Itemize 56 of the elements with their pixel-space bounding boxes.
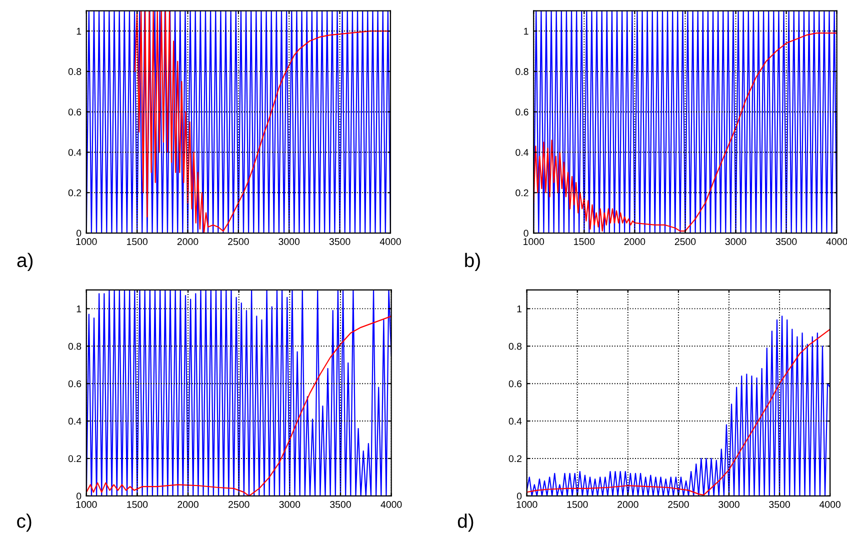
y-tick-label: 0.4 — [68, 148, 82, 156]
y-tick-label: 0.8 — [516, 68, 528, 76]
y-tick-label: 0.6 — [68, 108, 82, 116]
y-tick-label: 0.6 — [508, 380, 522, 388]
x-tick-label: 2500 — [228, 238, 249, 246]
x-tick-label: 3000 — [718, 501, 740, 508]
x-tick-label: 3500 — [329, 238, 350, 246]
text: b) — [465, 252, 480, 271]
y-tick-label: 0 — [76, 492, 82, 500]
y-tick-label: 0.4 — [516, 148, 528, 156]
y-tick-label: 0.4 — [508, 418, 522, 425]
x-tick-label: 3000 — [725, 238, 746, 246]
x-tick-label: 3500 — [769, 501, 790, 508]
y-tick-label: 0.2 — [508, 455, 522, 462]
y-tick-label: 0.2 — [516, 189, 528, 196]
y-tick-label: 0.8 — [68, 342, 82, 350]
x-tick-label: 2000 — [618, 501, 638, 508]
x-tick-label: 3500 — [776, 238, 797, 246]
text: c) — [17, 514, 32, 532]
y-tick-label: 0.2 — [68, 189, 82, 196]
x-tick-label: 2500 — [668, 501, 689, 508]
x-tick-label: 4000 — [826, 238, 847, 246]
x-tick-label: 1500 — [127, 238, 148, 246]
y-tick-label: 1 — [517, 306, 522, 312]
x-tick-label: 4000 — [380, 238, 401, 246]
y-tick-label: 0.6 — [68, 380, 82, 388]
x-tick-label: 1000 — [516, 501, 538, 508]
y-tick-label: 0 — [516, 492, 522, 500]
y-tick-label: 0.8 — [508, 342, 522, 350]
y-tick-label: 1 — [76, 28, 82, 35]
y-tick-label: 0 — [524, 230, 528, 237]
y-tick-label: 1 — [524, 28, 528, 35]
x-tick-label: 2000 — [177, 238, 198, 246]
y-tick-label: 0.8 — [68, 68, 82, 76]
x-tick-label: 1000 — [524, 238, 544, 246]
y-tick-label: 0.6 — [516, 108, 528, 116]
x-tick-label: 2500 — [674, 238, 696, 246]
y-tick-label: 0.4 — [68, 418, 82, 425]
x-tick-label: 1000 — [76, 501, 97, 508]
x-tick-label: 1500 — [127, 501, 148, 508]
x-tick-label: 1000 — [76, 238, 97, 246]
x-tick-label: 3500 — [330, 501, 351, 508]
x-tick-label: 1500 — [574, 238, 595, 246]
text: d) — [458, 514, 474, 532]
x-tick-label: 2500 — [228, 501, 250, 508]
y-tick-label: 0.2 — [68, 455, 82, 462]
x-tick-label: 3000 — [279, 501, 300, 508]
x-tick-label: 2000 — [178, 501, 198, 508]
x-tick-label: 4000 — [380, 501, 402, 508]
y-tick-label: 0 — [76, 230, 82, 237]
y-tick-label: 1 — [76, 306, 82, 312]
x-tick-label: 2000 — [624, 238, 646, 246]
text: a) — [17, 252, 33, 271]
x-tick-label: 4000 — [819, 501, 840, 508]
x-tick-label: 3000 — [278, 238, 300, 246]
x-tick-label: 1500 — [567, 501, 588, 508]
